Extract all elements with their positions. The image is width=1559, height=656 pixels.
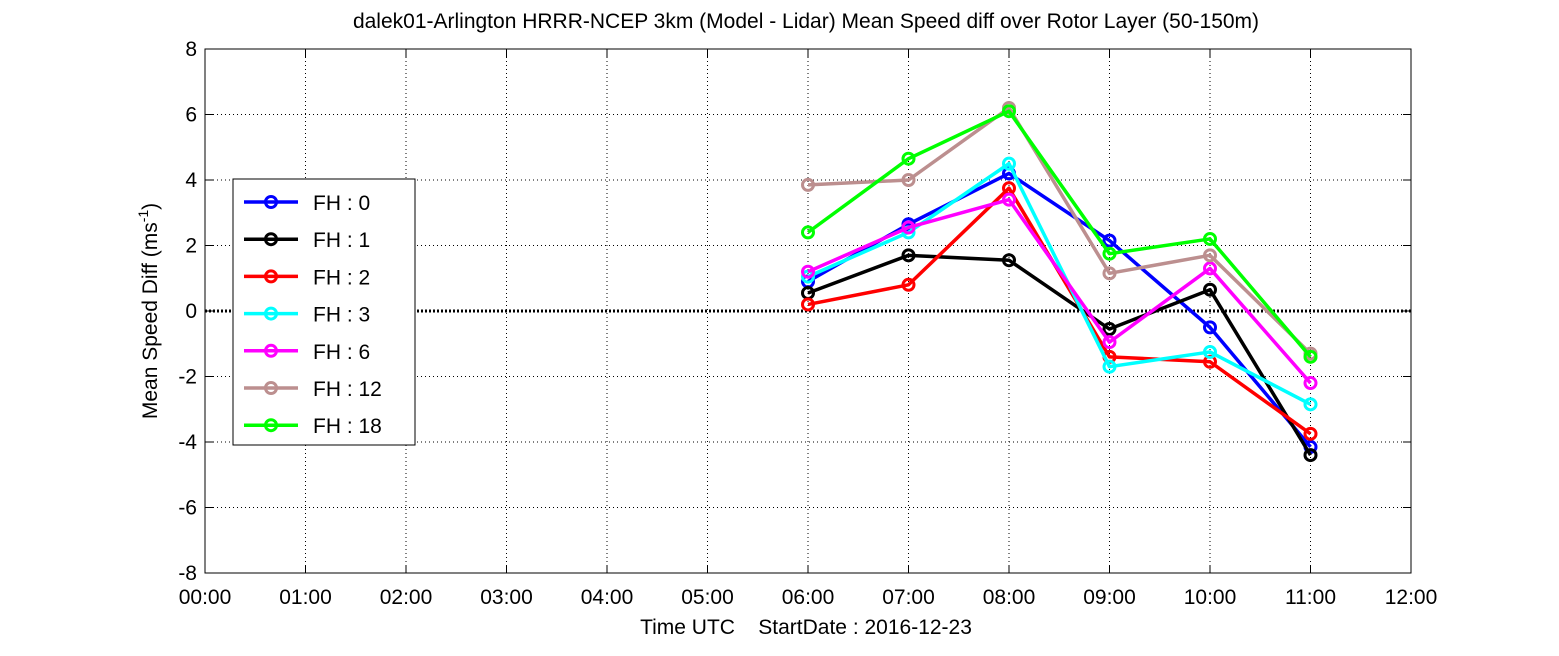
- chart-title: dalek01-Arlington HRRR-NCEP 3km (Model -…: [353, 10, 1259, 33]
- data-point: [1102, 233, 1117, 248]
- data-point: [901, 277, 916, 292]
- data-point: [1203, 344, 1217, 359]
- x-axis-label: Time UTC StartDate : 2016-12-23: [640, 616, 972, 639]
- y-tick-label: -8: [178, 562, 197, 585]
- legend-marker: [264, 306, 278, 321]
- legend-marker: [264, 418, 278, 433]
- x-tick-label: 05:00: [681, 586, 734, 609]
- x-tick-label: 03:00: [480, 586, 533, 609]
- x-tick-label: 12:00: [1385, 586, 1438, 609]
- y-axis: -8 -6 -4 -2 0 2 4 6 8: [178, 38, 1411, 585]
- x-tick-label: 09:00: [1083, 586, 1136, 609]
- legend-label: FH : 3: [313, 304, 370, 327]
- data-point: [1303, 448, 1318, 463]
- series-line: [806, 109, 1312, 358]
- data-point: [1203, 320, 1217, 335]
- data-point: [1303, 397, 1318, 412]
- legend-item: FH : 3: [244, 304, 370, 327]
- series-4: [801, 192, 1318, 391]
- y-tick-label: 2: [185, 235, 197, 258]
- x-tick-label: 08:00: [983, 586, 1036, 609]
- data-point: [1002, 104, 1016, 119]
- legend-marker: [264, 195, 278, 209]
- data-point: [1303, 349, 1318, 364]
- series-group: [801, 100, 1318, 463]
- data-point: [1002, 253, 1016, 268]
- y-tick-label: -6: [178, 497, 197, 520]
- y-axis-label-main: Mean Speed Diff (ms: [139, 222, 162, 419]
- series-line: [807, 197, 1312, 385]
- data-point: [801, 297, 815, 312]
- y-tick-label: -4: [178, 431, 197, 454]
- x-tick-label: 06:00: [782, 586, 835, 609]
- legend-item: FH : 1: [244, 229, 370, 252]
- legend-label: FH : 18: [313, 415, 382, 438]
- data-point: [801, 264, 815, 279]
- legend-label: FH : 6: [313, 341, 370, 364]
- legend-item: FH : 18: [244, 415, 382, 438]
- data-point: [801, 225, 815, 240]
- data-point: [1203, 231, 1217, 246]
- data-point: [1102, 322, 1117, 337]
- series-6: [801, 104, 1318, 364]
- data-point: [1203, 248, 1217, 263]
- y-axis-label-end: ): [139, 203, 162, 210]
- data-point: [1203, 261, 1217, 276]
- x-tick-label: 02:00: [380, 586, 433, 609]
- x-tick-label: 11:00: [1285, 586, 1336, 609]
- data-point: [801, 177, 815, 192]
- y-tick-label: 6: [185, 104, 197, 127]
- legend-item: FH : 12: [244, 378, 382, 401]
- legend-label: FH : 2: [313, 266, 370, 289]
- legend-marker: [264, 269, 278, 284]
- data-point: [901, 220, 916, 235]
- y-tick-label: 8: [185, 38, 197, 61]
- y-tick-label: -2: [178, 366, 197, 389]
- x-tick-label: 00:00: [179, 586, 232, 609]
- legend-marker: [264, 343, 278, 358]
- x-tick-label: 10:00: [1184, 586, 1237, 609]
- legend-marker: [264, 232, 278, 247]
- data-point: [901, 151, 916, 166]
- data-point: [1002, 192, 1016, 207]
- x-tick-label: 01:00: [279, 586, 332, 609]
- legend-label: FH : 1: [313, 229, 370, 252]
- y-tick-label: 0: [185, 300, 197, 323]
- series-line: [807, 161, 1312, 406]
- data-point: [1303, 426, 1318, 441]
- data-point: [1102, 335, 1117, 350]
- x-axis: 00:00 01:00 02:00 03:00 04:00 05:00 06:00 07:00…: [179, 49, 1438, 609]
- data-point: [1102, 246, 1117, 261]
- legend: FH : 0 FH : 1 FH : 2 FH : 3 FH : 6 FH : 12 FH …: [232, 178, 416, 446]
- series-line: [807, 106, 1312, 355]
- legend-item: FH : 6: [244, 341, 370, 364]
- y-axis-label-exponent: -1: [135, 210, 151, 223]
- legend-marker: [264, 381, 278, 395]
- data-point: [1102, 266, 1117, 281]
- x-tick-label: 04:00: [581, 586, 634, 609]
- legend-item: FH : 0: [244, 192, 370, 215]
- data-point: [1203, 282, 1217, 297]
- data-point: [1303, 376, 1318, 391]
- data-point: [1002, 156, 1016, 171]
- y-axis-label: Mean Speed Diff (ms-1): [135, 203, 162, 419]
- y-tick-label: 4: [185, 169, 197, 192]
- legend-item: FH : 2: [244, 266, 370, 289]
- legend-label: FH : 0: [313, 192, 370, 215]
- data-point: [901, 248, 916, 263]
- series-line: [807, 253, 1312, 457]
- x-tick-label: 07:00: [882, 586, 935, 609]
- data-point: [901, 173, 916, 187]
- data-point: [1102, 359, 1117, 374]
- legend-label: FH : 12: [313, 378, 382, 401]
